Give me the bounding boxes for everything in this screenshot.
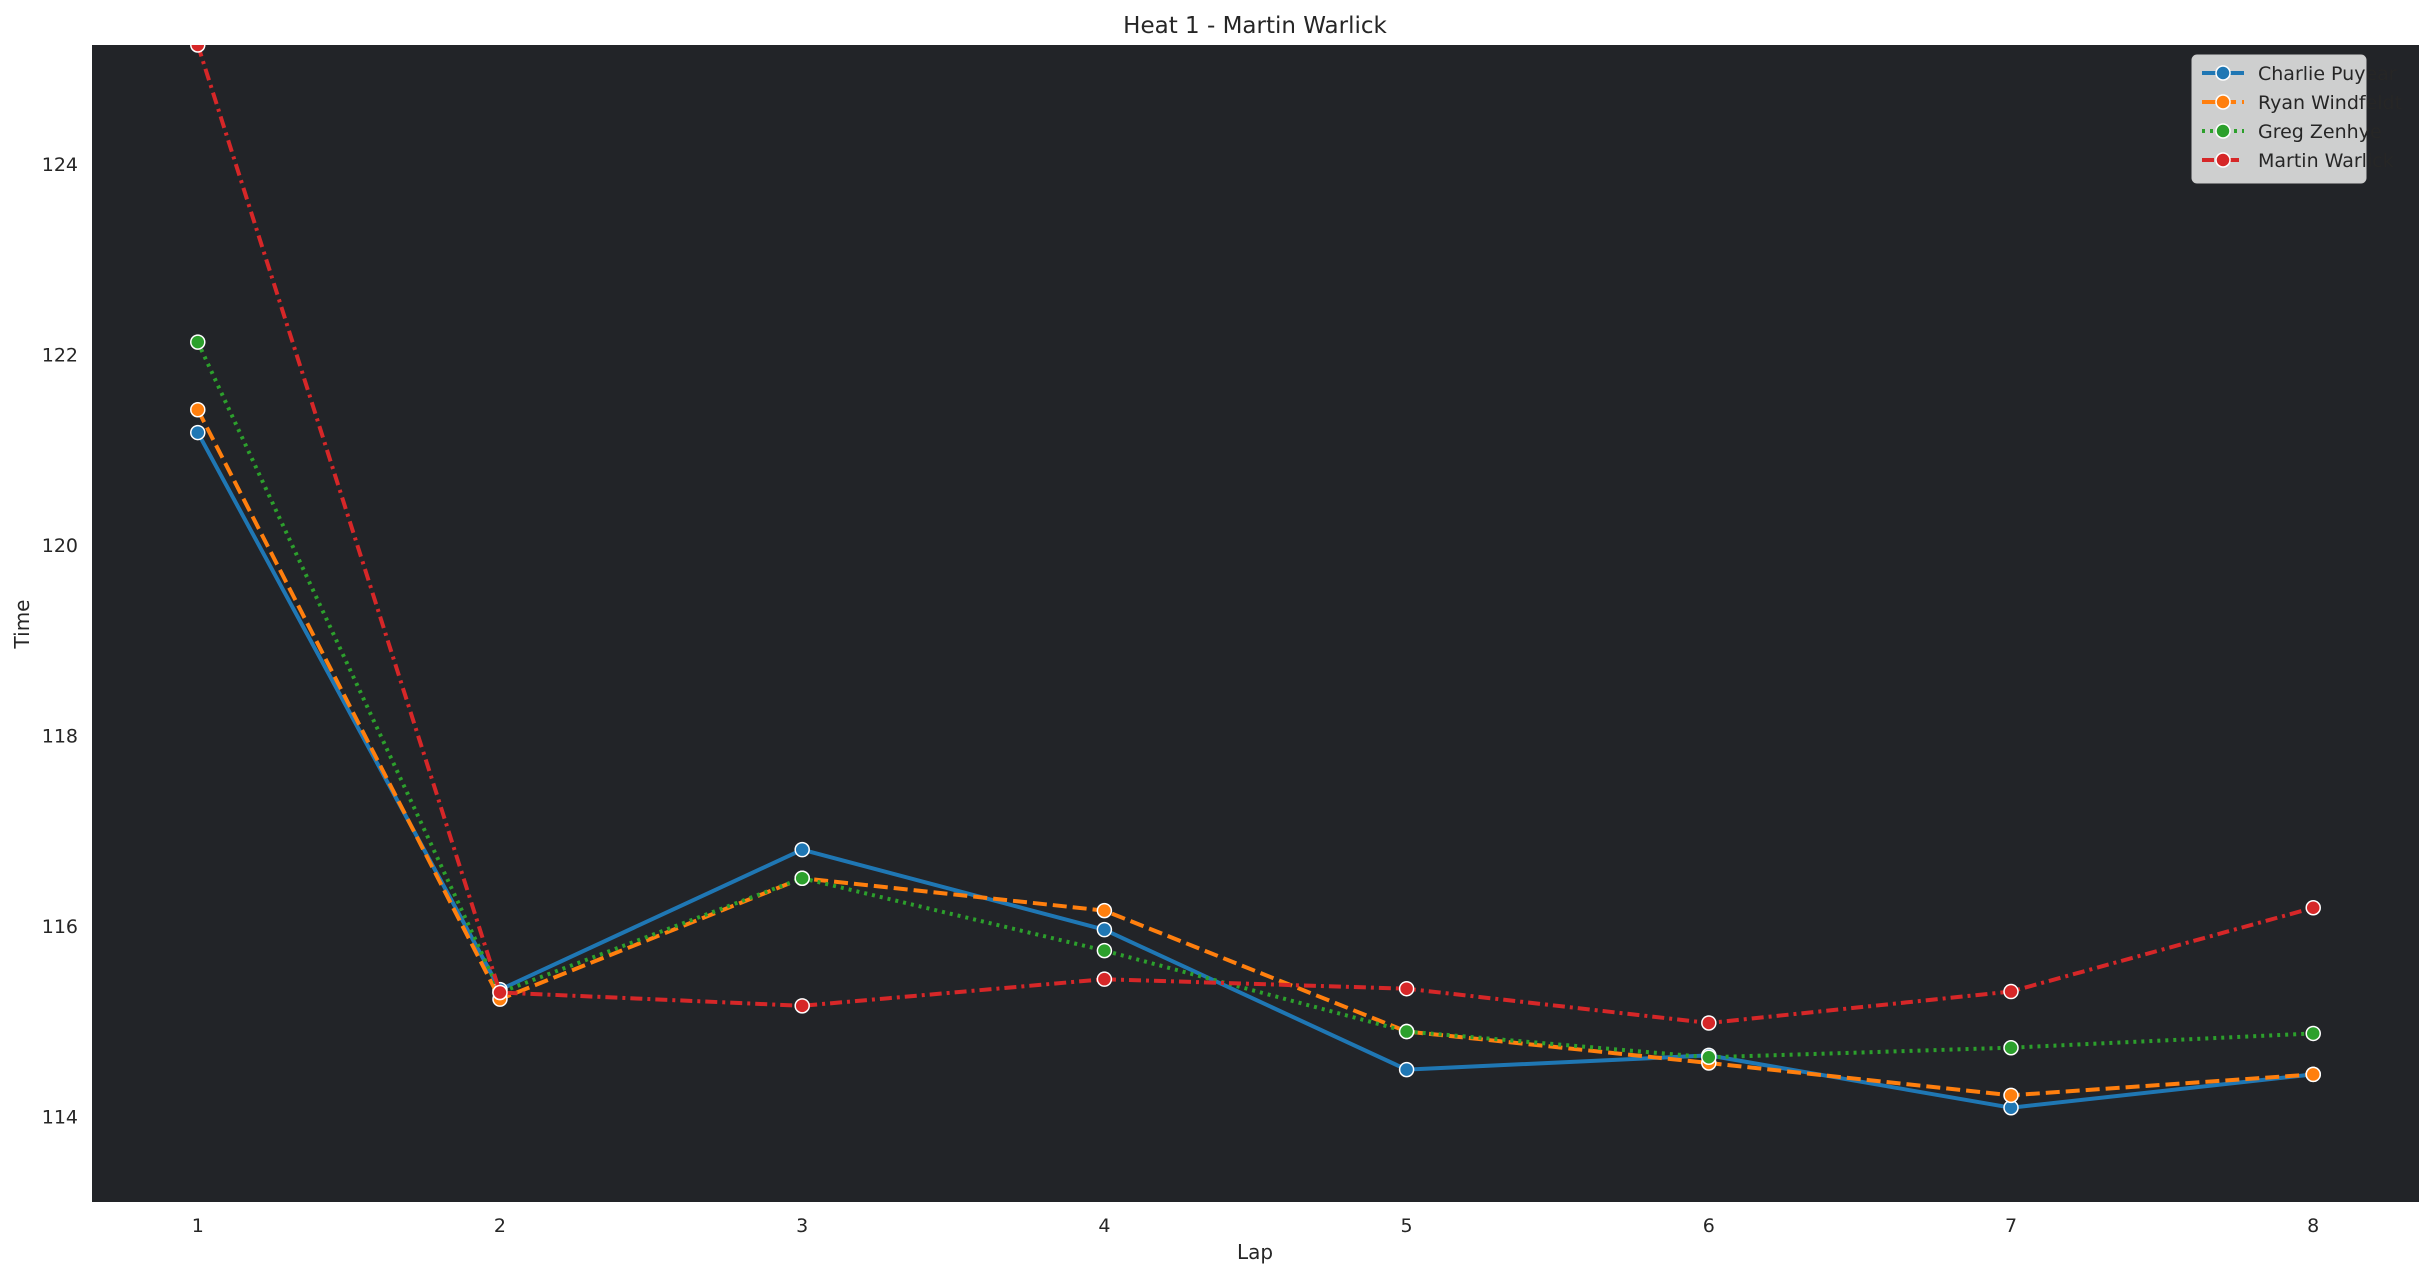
series-layer [190,45,2321,1116]
series-3 [190,45,2321,1031]
x-tick-labels: 1 2 3 4 5 6 7 8 [192,1215,2320,1237]
legend-label-1: Ryan Windfeldt [2258,92,2402,114]
data-point-2-7 [2305,1025,2321,1042]
legend-box [2191,54,2367,184]
data-point-2-5 [1701,1049,1717,1066]
x-tick-label-4: 5 [1401,1215,1413,1237]
legend-label-0: Charlie Puyear [2258,63,2397,85]
data-point-3-6 [2003,983,2019,1000]
legend-marker-0 [2215,65,2231,81]
series-line-0 [196,431,2314,1110]
y-tick-label-1: 116 [42,916,78,938]
series-2 [190,334,2321,1066]
x-tick-label-2: 3 [796,1215,808,1237]
y-axis-title: Time [10,600,34,650]
data-point-2-2 [794,870,810,886]
data-point-0-0 [190,424,206,441]
legend-marker-1 [2215,94,2231,110]
x-tick-label-6: 7 [2005,1215,2017,1237]
x-tick-label-5: 6 [1703,1215,1715,1237]
data-point-3-7 [2305,900,2321,916]
data-point-0-2 [794,841,810,858]
y-tick-label-4: 122 [42,344,78,366]
legend-marker-2 [2215,123,2231,139]
data-point-1-6 [2003,1087,2019,1104]
data-point-1-3 [1096,902,1113,919]
data-point-2-4 [1398,1023,1415,1040]
data-point-3-5 [1701,1015,1717,1031]
data-point-3-0 [190,45,206,53]
legend-label-3: Martin Warlick [2258,150,2394,172]
x-tick-label-0: 1 [192,1215,204,1237]
data-point-2-6 [2003,1039,2019,1056]
data-point-0-3 [1096,921,1113,938]
data-point-0-4 [1398,1061,1415,1078]
y-tick-labels: 114 116 118 120 122 124 [42,154,78,1128]
y-tick-label-3: 120 [42,535,78,557]
x-axis-title: Lap [1237,1240,1273,1264]
y-tick-label-0: 114 [42,1106,78,1128]
y-tick-label-2: 118 [42,725,78,747]
data-point-2-0 [190,334,206,350]
y-tick-label-5: 124 [42,154,78,176]
data-point-3-2 [794,998,810,1014]
chart-title: Heat 1 - Martin Warlick [1123,13,1387,39]
x-tick-label-1: 2 [494,1215,506,1237]
data-point-2-3 [1096,942,1113,959]
data-point-1-0 [190,401,206,418]
data-point-1-7 [2305,1066,2321,1083]
plot-background [92,45,2419,1202]
data-point-3-3 [1096,971,1113,987]
data-point-3-1 [492,984,508,1001]
x-tick-label-7: 8 [2307,1215,2319,1237]
data-point-3-4 [1398,980,1415,997]
legend-label-2: Greg Zenhye [2258,121,2382,143]
legend: Charlie Puyear Ryan Windfeldt Greg Zenhye M… [2191,54,2402,184]
series-line-3 [195,45,2314,1025]
x-tick-label-3: 4 [1098,1215,1110,1237]
legend-marker-3 [2215,152,2231,168]
